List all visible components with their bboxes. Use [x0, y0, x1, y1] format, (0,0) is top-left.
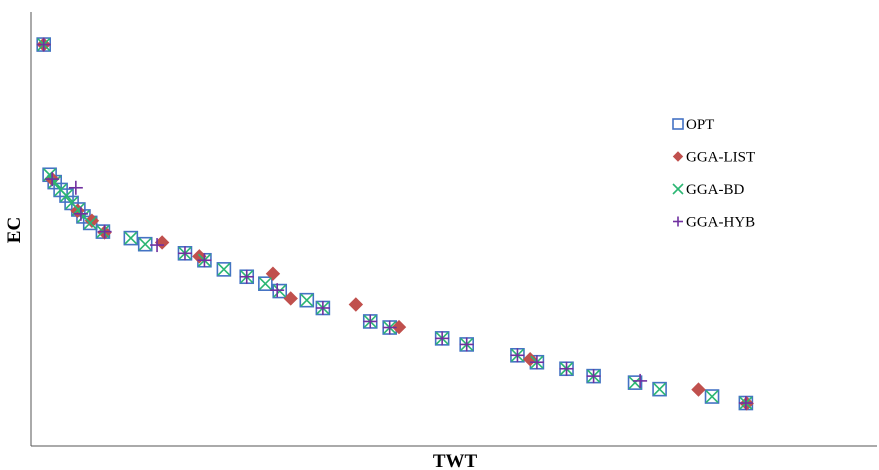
data-point-gga-bd — [217, 262, 231, 276]
data-point-gga-hyb — [150, 238, 165, 253]
data-point-gga-bd — [300, 293, 314, 307]
data-point-gga-hyb — [382, 320, 397, 335]
data-point-opt — [59, 188, 74, 203]
data-point-opt — [272, 283, 288, 299]
legend: OPT GGA-LIST GGA-BD GGA-HYB — [672, 117, 755, 231]
legend-marker-gga-list — [672, 151, 684, 162]
legend-marker-gga-hyb — [673, 216, 683, 227]
data-point-gga-hyb — [510, 348, 525, 363]
legend-marker-gga-bd — [672, 183, 684, 195]
data-point-gga-bd — [653, 382, 667, 396]
data-point-gga-hyb — [45, 172, 60, 187]
data-point-gga-hyb — [586, 369, 601, 384]
data-point-gga-hyb — [529, 355, 544, 370]
data-point-opt — [299, 292, 315, 308]
data-point-gga-hyb — [239, 269, 254, 284]
data-point-gga-hyb — [97, 224, 112, 239]
data-point-gga-bd — [124, 231, 138, 245]
data-point-gga-bd — [59, 189, 74, 203]
data-point-gga-hyb — [738, 396, 753, 411]
data-point-opt — [123, 230, 139, 246]
data-point-gga-hyb — [363, 314, 378, 329]
legend-entry-gga-hyb: GGA-HYB — [673, 215, 755, 231]
data-point-gga-list — [283, 291, 298, 306]
data-point-gga-bd — [48, 175, 62, 189]
data-point-gga-hyb — [73, 206, 88, 221]
data-point-gga-hyb — [197, 253, 212, 268]
data-point-gga-hyb — [435, 331, 450, 346]
legend-label: OPT — [686, 117, 714, 133]
series-opt — [36, 37, 754, 411]
legend-entry-opt: OPT — [672, 117, 714, 133]
legend-entry-gga-bd: GGA-BD — [672, 182, 744, 198]
data-point-gga-hyb — [315, 300, 330, 315]
data-point-gga-bd — [83, 216, 97, 230]
x-axis-label: TWT — [433, 451, 478, 470]
series-gga-hyb — [36, 37, 753, 411]
data-point-gga-bd — [273, 284, 287, 298]
data-point-gga-hyb — [177, 246, 192, 261]
data-point-gga-list — [691, 382, 706, 397]
data-point-gga-bd — [628, 376, 642, 390]
data-point-opt — [137, 236, 153, 252]
axes — [30, 12, 877, 447]
legend-marker-opt — [672, 118, 684, 130]
data-point-gga-list — [348, 297, 364, 312]
legend-label: GGA-HYB — [686, 215, 755, 231]
series-gga-bd — [37, 37, 753, 410]
plot-area — [36, 37, 754, 411]
data-point-gga-hyb — [270, 283, 285, 298]
series-gga-list — [36, 37, 754, 411]
data-point-gga-hyb — [68, 180, 83, 195]
data-point-gga-bd — [705, 389, 719, 404]
data-point-gga-bd — [258, 277, 272, 291]
data-point-gga-hyb — [633, 373, 648, 388]
data-point-gga-hyb — [559, 361, 574, 376]
legend-entry-gga-list: GGA-LIST — [672, 150, 755, 166]
data-point-gga-list — [265, 266, 281, 281]
data-point-gga-hyb — [459, 337, 474, 352]
data-point-opt — [704, 389, 720, 404]
data-point-gga-list — [391, 319, 407, 335]
data-point-opt — [627, 375, 643, 390]
data-point-opt — [652, 381, 667, 397]
data-point-opt — [258, 276, 273, 291]
data-point-gga-hyb — [36, 37, 51, 52]
legend-label: GGA-BD — [686, 182, 744, 198]
data-point-gga-bd — [138, 237, 152, 251]
data-point-opt — [216, 262, 232, 277]
y-axis-label: EC — [4, 217, 25, 243]
legend-label: GGA-LIST — [686, 150, 755, 166]
